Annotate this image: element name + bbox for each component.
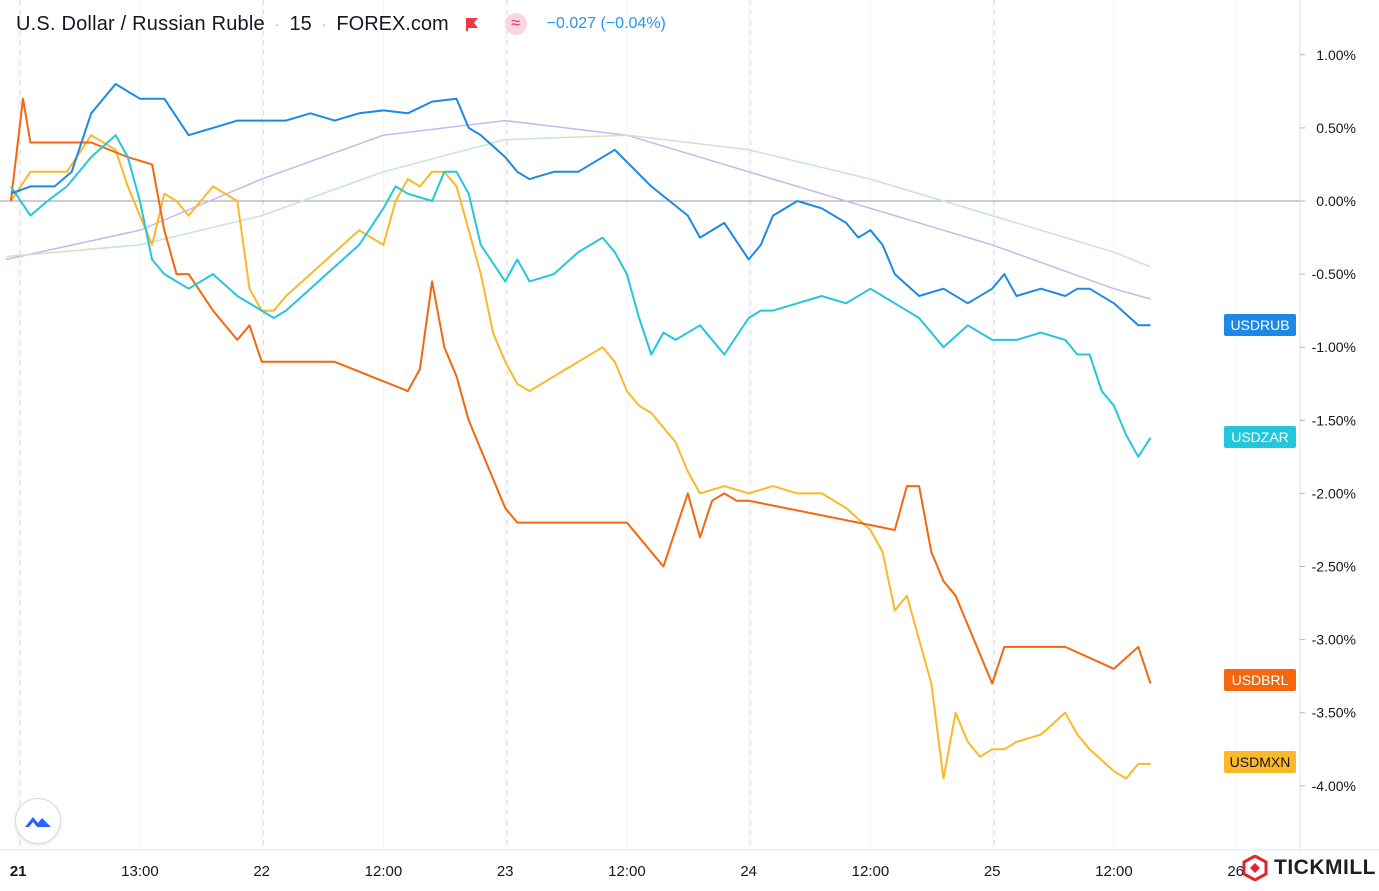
series-tag-label: USDRUB <box>1230 317 1289 333</box>
wave-icon[interactable]: ≈ <box>504 13 527 35</box>
y-tick-label: 1.00% <box>1316 47 1356 63</box>
y-tick-label: 0.50% <box>1316 120 1356 136</box>
series-tag-usdzar[interactable]: USDZAR <box>1224 426 1296 448</box>
series-tag-label: USDMXN <box>1230 754 1291 770</box>
y-tick-label: -1.00% <box>1312 339 1356 355</box>
series-tag-label: USDBRL <box>1232 672 1289 688</box>
x-tick-label: 12:00 <box>608 863 646 880</box>
series-tag-bg <box>1224 426 1296 448</box>
series-tag-bg <box>1224 314 1296 336</box>
x-tick-label: 22 <box>253 863 270 880</box>
chart-header: U.S. Dollar / Russian Ruble · 15 · FOREX… <box>16 10 666 38</box>
x-tick-label: 26 <box>1227 863 1244 880</box>
tickmill-logo-icon <box>1242 855 1268 881</box>
y-tick-label: -4.00% <box>1312 778 1356 794</box>
y-axis: 1.00% 0.50% 0.00% -0.50% -1.00% -1.50% -2.00% -… <box>1300 47 1356 794</box>
flag-icon[interactable] <box>465 17 479 31</box>
series-tag-usdmxn[interactable]: USDMXN <box>1224 751 1296 773</box>
y-tick-label: -2.50% <box>1312 559 1356 575</box>
series-tag-usdbrl[interactable]: USDBRL <box>1224 669 1296 691</box>
series-lines <box>9 83 1152 780</box>
series-tag-bg <box>1224 751 1296 773</box>
y-tick-label: -2.00% <box>1312 485 1356 501</box>
y-tick-label: -1.50% <box>1312 412 1356 428</box>
x-tick-label: 25 <box>984 863 1001 880</box>
series-line-usdrub[interactable] <box>10 83 1151 327</box>
interval-label[interactable]: 15 <box>289 12 312 35</box>
series-tag-label: USDZAR <box>1231 429 1289 445</box>
x-tick-label: 21 <box>10 863 27 880</box>
y-tick-label: -3.00% <box>1312 632 1356 648</box>
series-tags: USDRUB USDZAR USDBRL USDMXN <box>1224 314 1296 773</box>
y-tick-label: -0.50% <box>1312 266 1356 282</box>
moving-average-line <box>5 134 1151 268</box>
x-tick-label: 24 <box>740 863 757 880</box>
brand-logo: TICKMILL <box>1242 855 1376 881</box>
separator: · <box>321 16 327 32</box>
series-tag-usdrub[interactable]: USDRUB <box>1224 314 1296 336</box>
x-tick-label: 13:00 <box>121 863 159 880</box>
series-tag-bg <box>1224 669 1296 691</box>
separator: · <box>274 16 280 32</box>
series-line-usdzar[interactable] <box>10 134 1152 458</box>
series-line-usdbrl[interactable] <box>9 97 1152 685</box>
brand-name: TICKMILL <box>1274 856 1376 879</box>
x-tick-label: 12:00 <box>852 863 890 880</box>
series-line-usdmxn[interactable] <box>10 134 1151 780</box>
x-tick-label: 12:00 <box>1095 863 1133 880</box>
symbol-name[interactable]: U.S. Dollar / Russian Ruble <box>16 12 265 35</box>
x-tick-label: 23 <box>497 863 514 880</box>
grid <box>0 0 1379 851</box>
y-tick-label: -3.50% <box>1312 705 1356 721</box>
moving-average-line <box>5 119 1151 300</box>
source-label: FOREX.com <box>336 12 449 35</box>
moving-averages <box>5 119 1151 300</box>
price-change: −0.027 (−0.04%) <box>546 15 666 32</box>
y-tick-label: 0.00% <box>1316 193 1356 209</box>
x-axis: 21 13:00 22 12:00 23 12:00 24 12:00 25 12:00 26 <box>10 863 1244 880</box>
x-tick-label: 12:00 <box>365 863 403 880</box>
tradingview-logo-icon[interactable] <box>15 798 61 844</box>
